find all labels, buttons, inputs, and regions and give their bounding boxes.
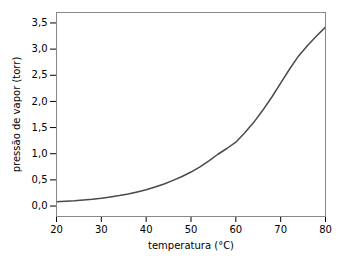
svg-text:30: 30	[95, 224, 108, 235]
svg-text:2,0: 2,0	[32, 96, 48, 107]
svg-text:60: 60	[229, 224, 242, 235]
svg-text:3,5: 3,5	[32, 17, 48, 28]
svg-text:3,0: 3,0	[32, 43, 48, 54]
svg-text:0,5: 0,5	[32, 174, 48, 185]
svg-text:1,0: 1,0	[32, 148, 48, 159]
svg-text:20: 20	[50, 224, 63, 235]
svg-text:80: 80	[319, 224, 332, 235]
svg-text:temperatura (°C): temperatura (°C)	[148, 240, 234, 251]
svg-text:2,5: 2,5	[32, 69, 48, 80]
svg-text:50: 50	[185, 224, 198, 235]
svg-text:1,5: 1,5	[32, 122, 48, 133]
svg-text:70: 70	[274, 224, 287, 235]
svg-text:pressão de vapor (torr): pressão de vapor (torr)	[11, 57, 22, 173]
svg-text:0,0: 0,0	[32, 200, 48, 211]
svg-text:40: 40	[140, 224, 153, 235]
